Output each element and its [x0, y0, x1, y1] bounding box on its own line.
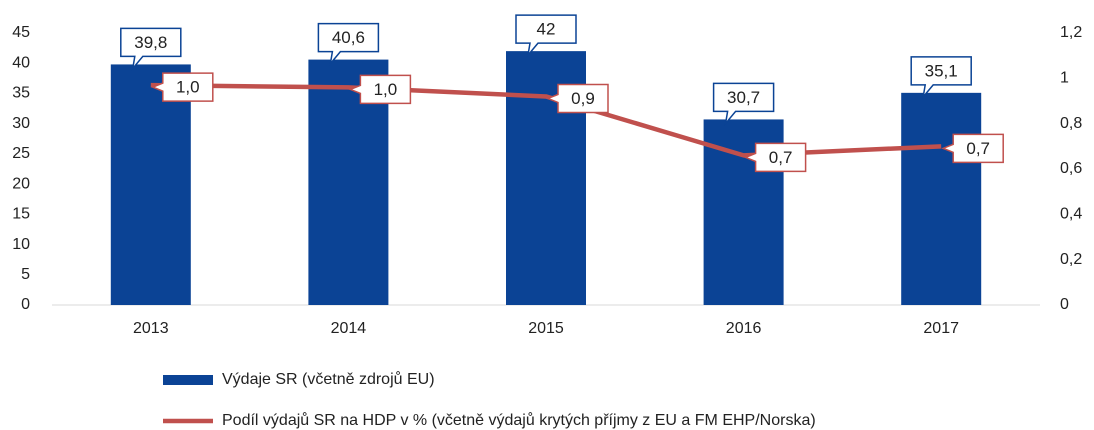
y2-tick-label: 1 — [1060, 70, 1069, 87]
label-callout — [743, 142, 807, 173]
x-tick-label: 2015 — [528, 320, 564, 337]
y2-tick-label: 0,2 — [1060, 251, 1082, 268]
data-label: 40,6 — [332, 28, 365, 47]
x-tick-label: 2014 — [331, 320, 367, 337]
bar — [110, 64, 191, 305]
legend-swatch — [163, 375, 213, 385]
data-label: 0,7 — [769, 148, 793, 167]
label-callout — [545, 83, 609, 114]
y-tick-label: 30 — [12, 115, 30, 132]
data-label: 39,8 — [134, 33, 167, 52]
data-label: 42 — [537, 20, 556, 39]
y-tick-label: 10 — [12, 236, 30, 253]
y-tick-label: 25 — [12, 145, 30, 162]
data-label: 30,7 — [727, 88, 760, 107]
data-label: 1,0 — [176, 78, 200, 97]
label-callout — [515, 14, 577, 58]
x-tick-label: 2016 — [726, 320, 762, 337]
y-tick-label: 45 — [12, 24, 30, 41]
legend-label: Podíl výdajů SR na HDP v % (včetně výdaj… — [222, 411, 816, 429]
line — [150, 82, 942, 158]
y-tick-label: 5 — [21, 266, 30, 283]
x-tick-label: 2013 — [133, 320, 169, 337]
label-callout — [910, 56, 972, 100]
y-tick-label: 40 — [12, 54, 30, 71]
label-callout — [712, 82, 775, 127]
data-label: 1,0 — [374, 80, 398, 99]
data-label: 35,1 — [925, 61, 958, 80]
label-callout — [348, 74, 412, 105]
y-tick-label: 0 — [21, 296, 30, 313]
x-tick-label: 2017 — [923, 320, 959, 337]
label-callout — [317, 22, 380, 67]
y2-tick-label: 1,2 — [1060, 24, 1082, 41]
y2-tick-label: 0,6 — [1060, 160, 1082, 177]
y-tick-label: 20 — [12, 175, 30, 192]
label-callout — [120, 27, 182, 72]
y-tick-label: 15 — [12, 206, 30, 223]
data-label: 0,9 — [571, 89, 595, 108]
y2-tick-label: 0,8 — [1060, 115, 1082, 132]
legend-label: Výdaje SR (včetně zdrojů EU) — [222, 370, 435, 388]
y-tick-label: 35 — [12, 85, 30, 102]
data-label: 0,7 — [966, 139, 990, 158]
label-callout — [150, 72, 214, 102]
bar — [901, 92, 982, 305]
y2-tick-label: 0 — [1060, 296, 1069, 313]
label-callout — [941, 133, 1004, 164]
y2-tick-label: 0,4 — [1060, 206, 1082, 223]
